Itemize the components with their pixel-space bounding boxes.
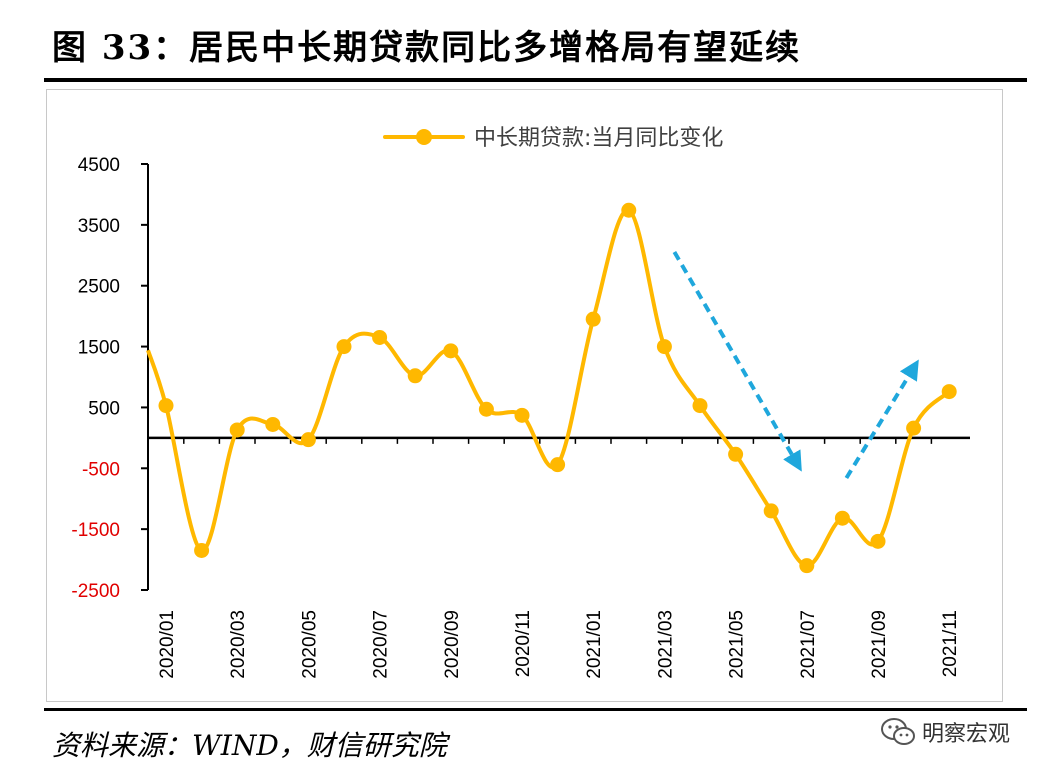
x-tick-label: 2020/07	[371, 610, 392, 679]
footer-divider	[44, 708, 1027, 711]
x-tick-label: 2021/07	[798, 610, 819, 679]
source-note: 资料来源：WIND，财信研究院	[52, 729, 447, 762]
data-point	[300, 432, 316, 448]
wechat-icon	[881, 718, 915, 745]
y-tick-label: 3500	[78, 216, 120, 237]
data-point	[194, 542, 210, 558]
x-tick-label: 2020/09	[442, 610, 463, 679]
data-point	[799, 558, 815, 574]
data-point	[550, 457, 566, 473]
data-point	[834, 510, 850, 526]
legend-marker	[416, 129, 432, 145]
y-tick-label: -2500	[71, 581, 120, 602]
x-tick-label: 2021/03	[655, 610, 676, 679]
data-point	[229, 422, 245, 438]
data-point	[621, 202, 637, 218]
figure-title: 图 33：居民中长期贷款同比多增格局有望延续	[52, 28, 802, 68]
data-point	[514, 407, 530, 423]
data-point	[585, 311, 601, 327]
series-line	[146, 202, 957, 574]
up-trend-arrow	[844, 359, 919, 480]
data-point	[763, 503, 779, 519]
data-point	[265, 416, 281, 432]
x-tick-label: 2020/11	[513, 610, 534, 677]
watermark: 明察宏观	[880, 716, 1010, 748]
watermark-label: 明察宏观	[922, 722, 1011, 747]
data-point	[372, 329, 388, 345]
data-point	[443, 343, 459, 359]
series-path	[146, 208, 951, 568]
x-tick-label: 2021/05	[727, 610, 748, 679]
y-tick-label: 4500	[78, 155, 120, 176]
y-tick-label: 1500	[78, 338, 120, 359]
x-tick-label: 2020/05	[299, 610, 320, 679]
trend-arrows	[672, 250, 919, 480]
data-point	[336, 339, 352, 355]
data-point	[478, 401, 494, 417]
title-divider	[44, 78, 1027, 82]
y-tick-label: -500	[82, 459, 120, 480]
legend-label: 中长期贷款:当月同比变化	[474, 126, 723, 151]
data-point	[158, 398, 174, 414]
x-axis: 2020/01 2020/03 2020/05 2020/07 2020/09 2020/…	[148, 436, 970, 679]
x-tick-label: 2020/03	[228, 610, 249, 679]
x-tick-label: 2021/01	[584, 610, 605, 679]
data-point	[692, 398, 708, 414]
y-tick-label: 2500	[78, 277, 120, 298]
y-tick-label: 500	[88, 398, 120, 419]
data-point	[656, 339, 672, 355]
data-point	[941, 384, 957, 400]
y-axis: 4500 3500 2500 1500 500 -500 -1500 -2500	[71, 155, 149, 602]
data-point	[870, 533, 886, 549]
data-point	[906, 420, 922, 436]
y-tick-label: -1500	[71, 520, 120, 541]
down-trend-arrow	[672, 250, 802, 472]
x-tick-label: 2021/09	[869, 610, 890, 679]
chart-legend: 中长期贷款:当月同比变化	[383, 126, 723, 151]
chart-frame	[46, 89, 1003, 702]
x-tick-label: 2021/11	[940, 610, 961, 677]
data-point	[407, 368, 423, 384]
data-point	[728, 446, 744, 462]
x-tick-label: 2020/01	[157, 610, 178, 679]
